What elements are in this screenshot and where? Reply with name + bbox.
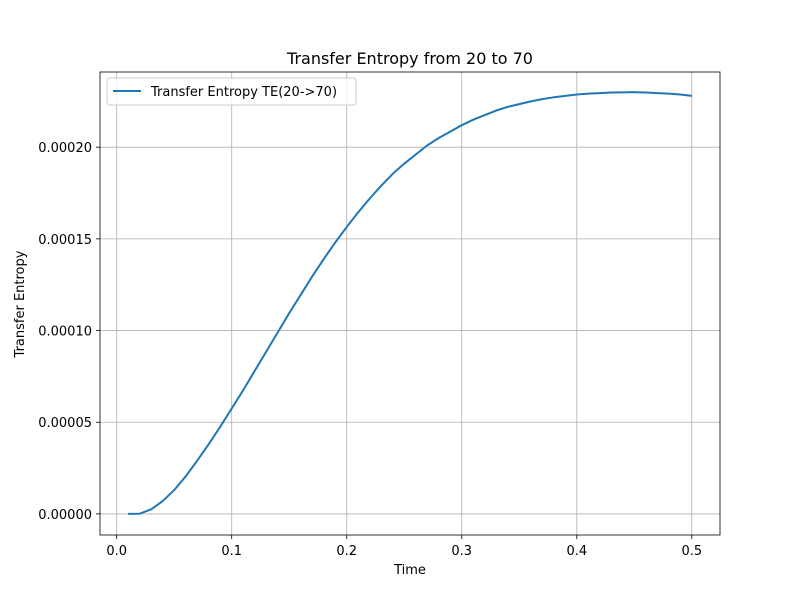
x-tick-label: 0.1 [221, 544, 242, 559]
x-tick-label: 0.2 [336, 544, 357, 559]
plot-area [128, 91, 692, 515]
x-tick-label: 0.0 [106, 544, 127, 559]
series-line [128, 91, 692, 515]
y-axis-ticks: 0.00000 0.00005 0.00010 0.00015 0.00020 [38, 141, 100, 523]
y-tick-label: 0.00005 [38, 416, 92, 431]
grid [100, 72, 720, 535]
y-tick-label: 0.00000 [38, 508, 92, 523]
y-axis-label: Transfer Entropy [13, 250, 28, 358]
y-tick-label: 0.00020 [38, 141, 92, 156]
legend-box [106, 77, 357, 106]
legend-label: Transfer Entropy TE(20->70) [150, 85, 337, 100]
y-tick-label: 0.00015 [38, 233, 92, 248]
x-axis-label: Time [393, 563, 426, 578]
legend: Transfer Entropy TE(20->70) [106, 77, 357, 106]
axes-frame [99, 71, 721, 536]
x-axis-ticks: 0.0 0.1 0.2 0.3 0.4 0.5 [106, 535, 702, 559]
chart-title: Transfer Entropy from 20 to 70 [286, 49, 533, 68]
y-tick-label: 0.00010 [38, 325, 92, 340]
x-tick-label: 0.5 [681, 544, 702, 559]
x-tick-label: 0.3 [451, 544, 472, 559]
x-tick-label: 0.4 [566, 544, 587, 559]
